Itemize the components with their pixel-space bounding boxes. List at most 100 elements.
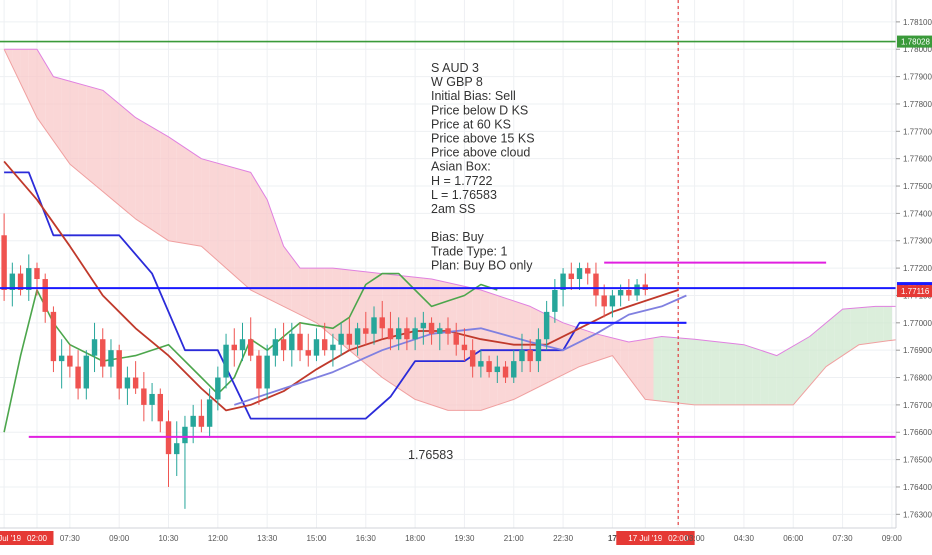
cloud-segment [135,117,144,225]
candle-body [478,361,484,367]
candle-body [67,355,73,367]
y-tick-label: 1.78100 [903,18,932,27]
ichimoku-cloud [3,48,901,411]
note-line [431,216,434,230]
candle-body [174,443,180,455]
x-tag-label: 17 Jul '19 [628,534,663,543]
x-tick-label: 06:00 [783,534,804,543]
candle-body [75,366,81,389]
cloud-segment [875,306,884,343]
candle-body [519,350,525,362]
y-tick-label: 1.76300 [903,510,932,519]
cloud-segment [102,90,111,199]
x-tick-label: 03:00 [685,534,706,543]
cloud-segment [110,97,120,206]
candle-body [535,339,542,362]
y-tick-label: 1.77900 [903,73,932,82]
note-line: Price below D KS [431,103,528,117]
candle-body [116,350,122,389]
x-tick-label: 15:00 [306,534,327,543]
candle-body [437,328,443,334]
cloud-segment [217,163,227,269]
cloud-segment [226,165,235,276]
candle-body [593,273,599,296]
x-tag-label: 02:00 [668,534,689,543]
cloud-segment [867,306,876,344]
cloud-segment [834,309,843,362]
candle-body [527,350,533,362]
candle-body [354,328,361,345]
candles [1,213,648,509]
cloud-segment [176,142,185,244]
cloud-segment [694,339,703,405]
cloud-segment [275,222,284,307]
y-tick-label: 1.77600 [903,155,932,164]
cloud-segment [579,328,588,367]
candle-body [289,333,295,351]
candle-body [617,289,624,296]
cloud-segment [127,110,136,219]
candle-body [206,399,213,427]
candle-body [42,279,48,312]
cloud-segment [250,172,259,295]
cloud-segment [53,76,62,153]
x-tick-label: 07:30 [833,534,854,543]
cloud-segment [595,333,605,362]
cloud-segment [661,336,670,403]
cloud-segment [883,306,892,342]
cloud-segment [234,167,243,283]
cloud-segment [472,288,481,411]
candle-body [338,333,344,345]
candle-body [248,339,254,356]
cloud-segment [826,315,835,367]
note-line: Plan: Buy BO only [431,258,533,272]
note-line: Price at 60 KS [431,117,511,131]
candle-body [50,311,57,362]
y-axis-panel [896,0,932,550]
cloud-segment [119,103,128,213]
y-tick-label: 1.77700 [903,127,932,136]
note-line: L = 1.76583 [431,188,497,202]
x-tick-label: 19:30 [454,534,475,543]
x-tick-label: 04:30 [734,534,755,543]
candle-body [190,415,196,427]
x-tick-label: 12:00 [208,534,229,543]
y-tick-label: 1.77800 [903,100,932,109]
cloud-segment [439,280,448,411]
horizontal-levels[interactable] [0,0,896,528]
note-line: H = 1.7722 [431,174,493,188]
candle-body [149,393,155,405]
average-line [234,294,687,406]
cloud-segment [612,337,621,367]
cloud-segment [719,341,728,405]
candle-body [609,295,616,307]
cloud-segment [20,49,29,101]
y-tick-label: 1.77300 [903,237,932,246]
candle-body [182,426,188,444]
candle-body [346,333,353,345]
y-tick-label: 1.76500 [903,456,932,465]
cloud-segment [209,160,218,261]
cloud-segment [620,339,629,378]
candle-body [511,361,517,378]
candle-body [9,273,16,290]
x-tag-bg [20,531,54,545]
y-tick-label: 1.76800 [903,374,932,383]
cloud-segment [300,268,309,319]
candle-body [239,339,246,351]
note-line: Price above 15 KS [431,132,535,146]
y-tick-label: 1.77200 [903,264,932,273]
candle-body [132,377,139,389]
candle-body [494,366,501,373]
cloud-segment [571,325,580,371]
cloud-segment [637,339,646,400]
cloud-segment [28,49,37,118]
cloud-segment [817,322,827,377]
candle-body [395,328,402,340]
x-tag-label: 02:00 [27,534,48,543]
cloud-segment [776,350,786,405]
candle-body [215,377,221,400]
y-tick-label: 1.76700 [903,401,932,410]
